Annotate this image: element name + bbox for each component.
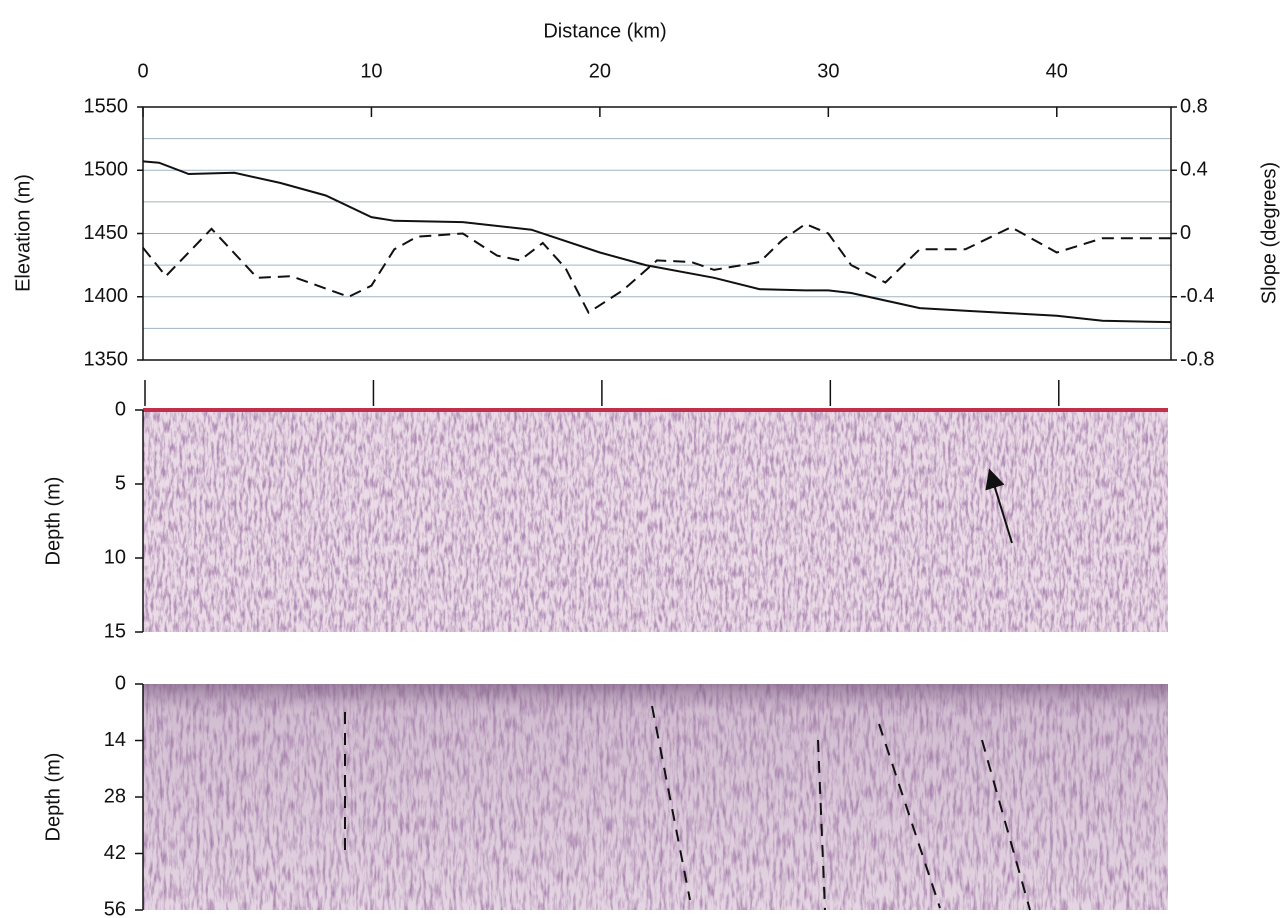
data-line (142, 222, 1171, 315)
y-tick-label: 1350 (84, 348, 129, 370)
y2-tick-label: -0.8 (1180, 348, 1214, 370)
y2-tick-label: 0.4 (1180, 159, 1208, 181)
y-axis-title: Depth (m) (42, 753, 64, 842)
radar-image (143, 408, 1168, 632)
y-tick-label: 0 (115, 672, 126, 694)
y-tick-label: 28 (104, 785, 126, 807)
y-tick-label: 14 (104, 729, 126, 751)
x-tick-label: 30 (817, 60, 839, 82)
y-axis-title: Depth (m) (42, 477, 64, 566)
x-tick-label: 10 (360, 60, 382, 82)
data-line (142, 160, 1172, 324)
y-tick-label: 15 (104, 620, 126, 642)
y-tick-label: 1500 (84, 159, 129, 181)
y2-tick-label: 0.8 (1180, 95, 1208, 117)
y-axis-title: Elevation (m) (12, 174, 34, 292)
y-tick-label: 1450 (84, 222, 129, 244)
y2-axis-title: Slope (degrees) (1258, 162, 1280, 304)
y-tick-label: 42 (104, 842, 126, 864)
arrow (985, 468, 1013, 544)
x-axis-title: Distance (km) (543, 20, 666, 42)
x-tick-label: 0 (137, 60, 148, 82)
x-tick-label: 20 (589, 60, 611, 82)
y-tick-label: 56 (104, 898, 126, 918)
fault-lines (344, 705, 1031, 911)
radar-image (143, 684, 1168, 910)
y-tick-label: 5 (115, 472, 126, 494)
y2-tick-label: 0 (1180, 222, 1191, 244)
y2-tick-label: -0.4 (1180, 285, 1214, 307)
y-tick-label: 10 (104, 546, 126, 568)
x-tick-label: 40 (1046, 60, 1068, 82)
y-tick-label: 1550 (84, 95, 129, 117)
y-tick-label: 0 (115, 398, 126, 420)
y-tick-label: 1400 (84, 285, 129, 307)
